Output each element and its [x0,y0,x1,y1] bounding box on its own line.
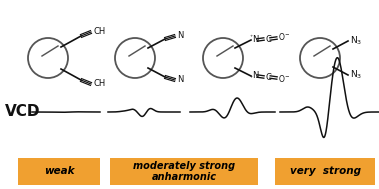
Text: N: N [252,36,258,44]
Text: O$^{-}$: O$^{-}$ [278,30,290,42]
Text: C: C [265,35,271,43]
Text: moderately strong
anharmonic: moderately strong anharmonic [133,161,235,182]
Text: N: N [177,75,183,84]
Text: N$_3$: N$_3$ [350,35,362,47]
Text: very  strong: very strong [290,167,360,177]
Text: VCD: VCD [5,105,41,119]
FancyBboxPatch shape [18,158,100,185]
Text: weak: weak [44,167,74,177]
Text: N: N [252,71,258,81]
Text: CH: CH [93,28,105,36]
FancyBboxPatch shape [110,158,258,185]
Text: $^{+}$: $^{+}$ [249,35,254,40]
Text: $^{+}$: $^{+}$ [249,75,254,81]
Text: N$_3$: N$_3$ [350,69,362,81]
Text: C: C [265,73,271,81]
Text: CH: CH [93,80,105,88]
Text: O$^{-}$: O$^{-}$ [278,74,290,84]
FancyBboxPatch shape [275,158,375,185]
Text: N: N [177,32,183,40]
